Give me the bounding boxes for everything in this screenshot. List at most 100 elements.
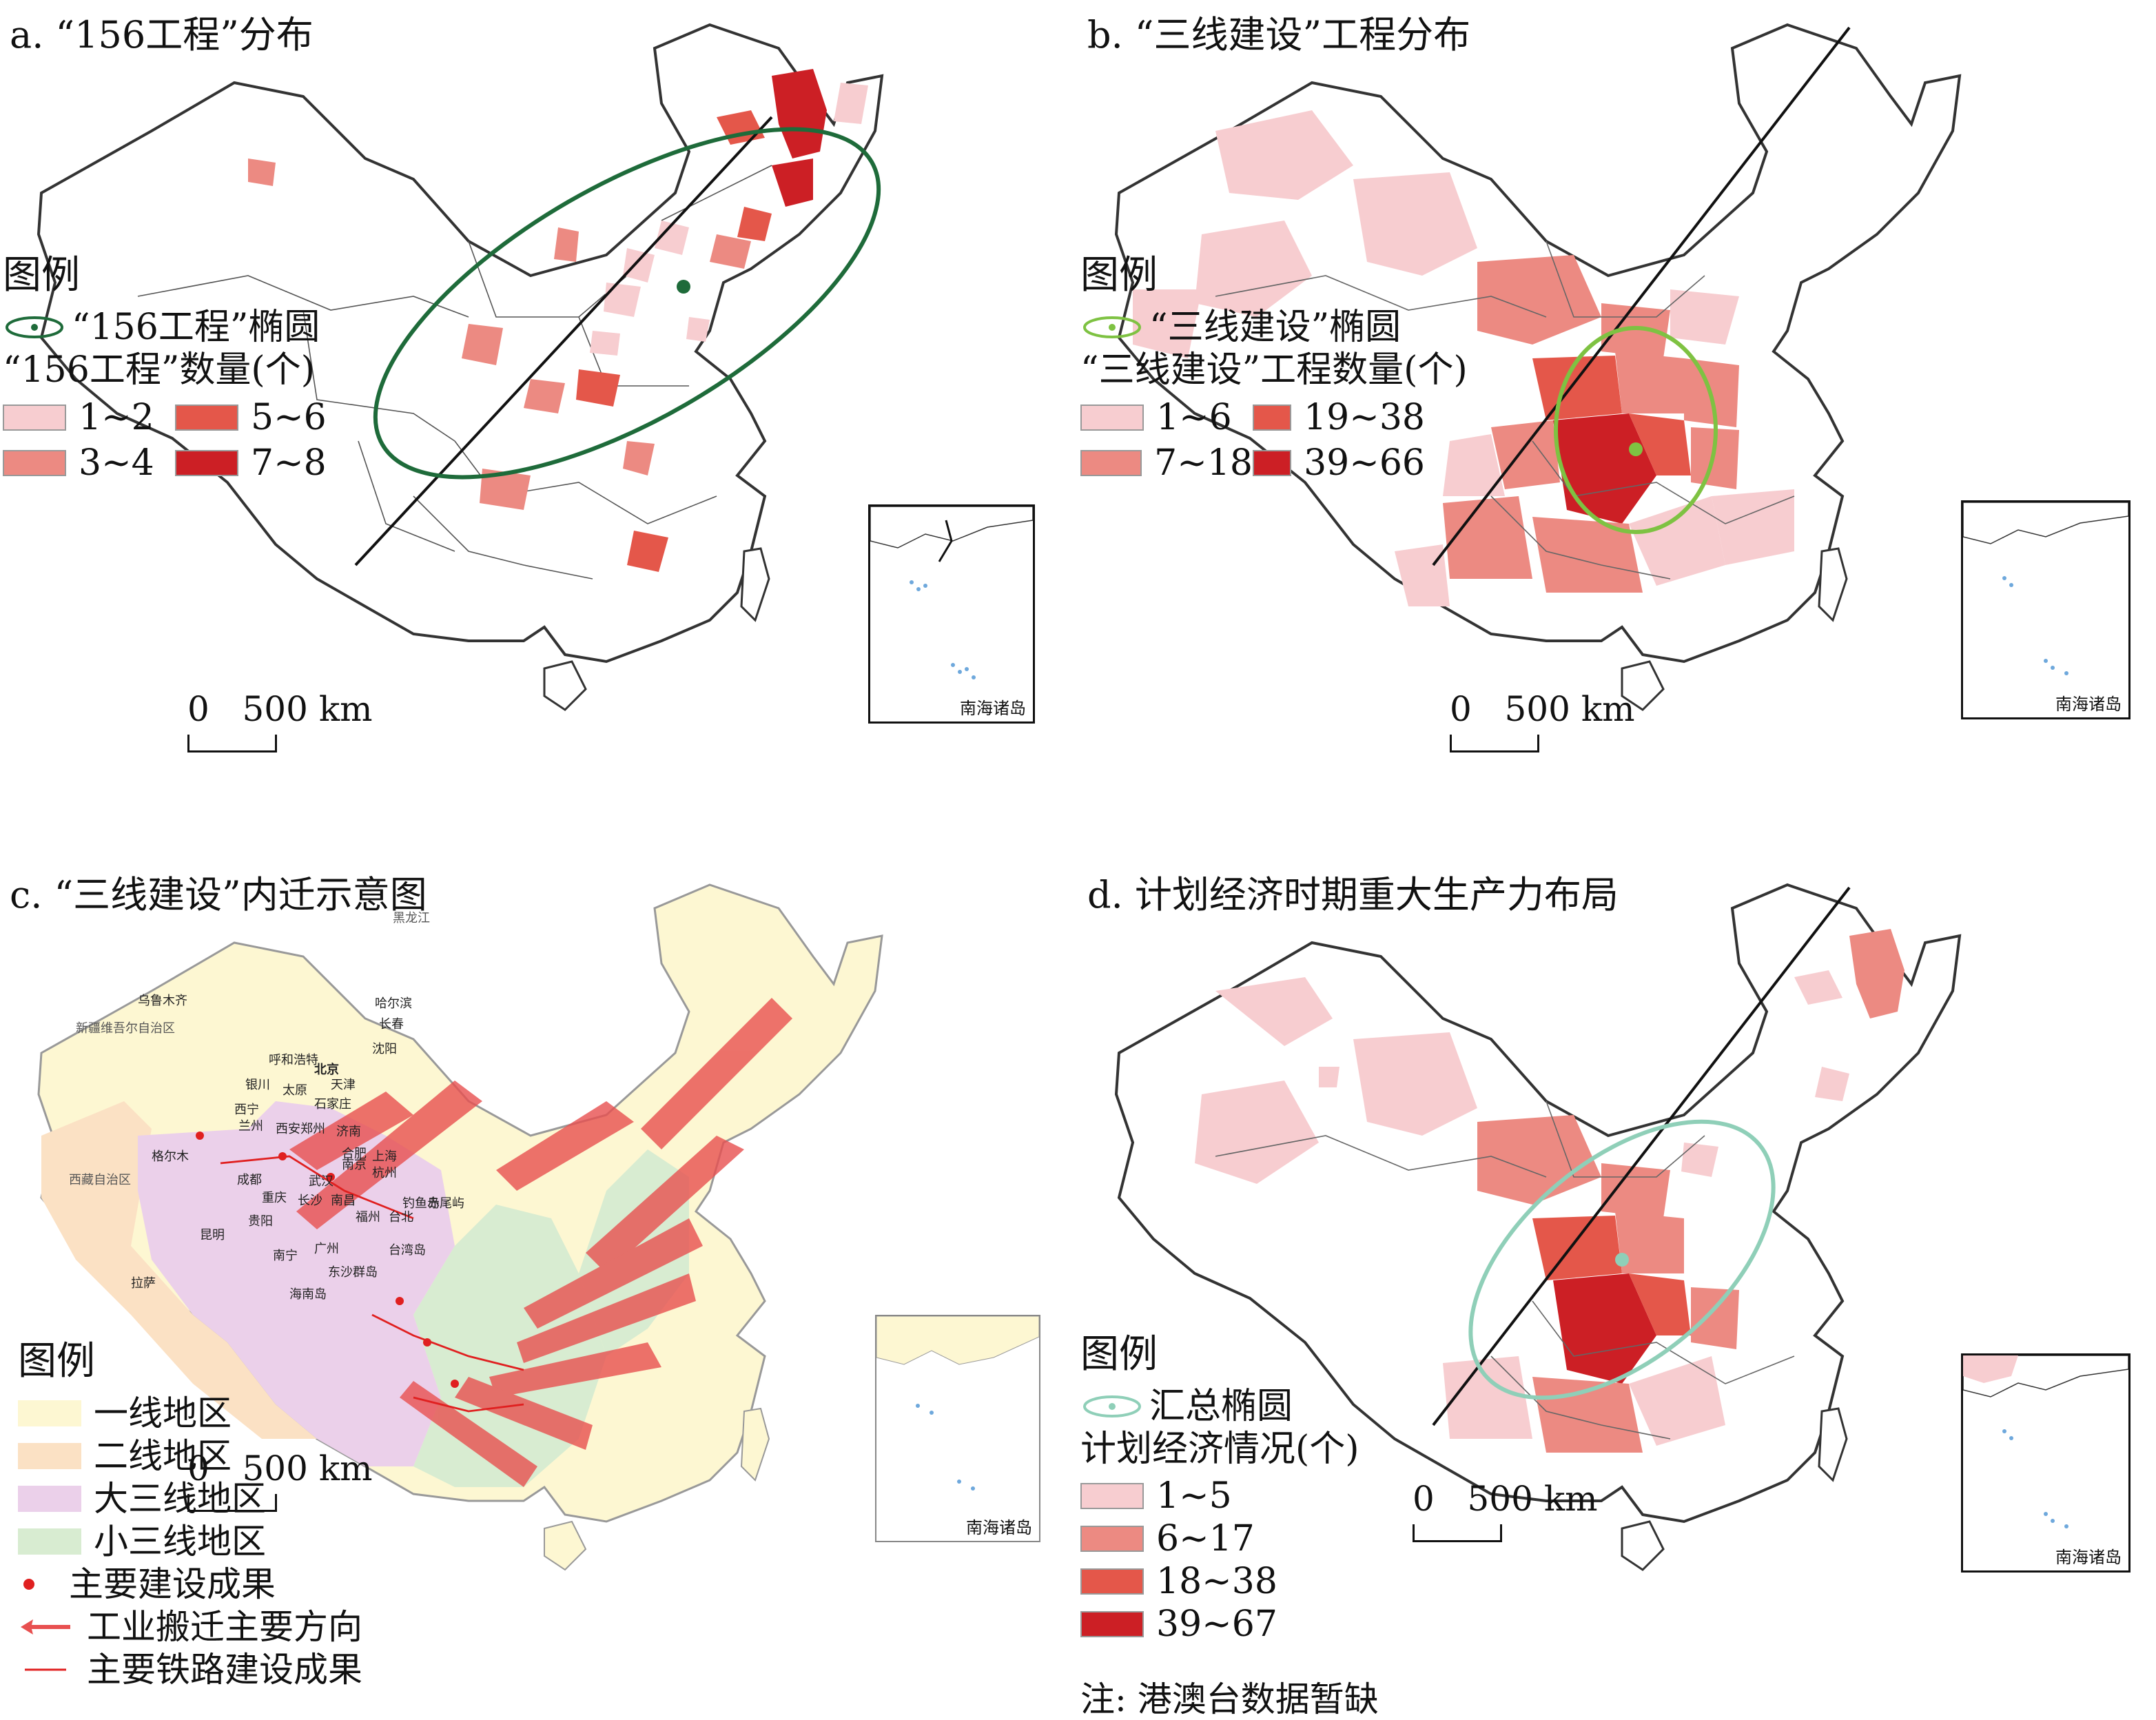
region-class-2 [1477,255,1601,345]
panel-b-title: b. “三线建设”工程分布 [1087,13,1471,57]
city-label: 广州 [314,1242,339,1256]
railways [220,1155,524,1413]
city-label: 郑州 [300,1122,325,1136]
legend-d-class: 6~17 [1080,1517,1359,1560]
city-label: 乌鲁木齐 [138,994,187,1008]
region-class-1 [1215,977,1333,1046]
legend-d-class: 39~67 [1080,1603,1359,1646]
panel-b: b. “三线建设”工程分布 图例 “三线建设”椭圆 “三线建设”工程数量(个) … [1078,0,2156,860]
legend-c-item: 二线地区 [3,1435,362,1477]
city-label: 昆明 [200,1228,225,1242]
legend-a-class: 3~4 [3,444,175,482]
ellipse-legend-icon [1083,1395,1141,1417]
region-class-1 [1353,172,1477,276]
city-label: 福州 [356,1210,380,1225]
scale-bar-c: 0 500 km [187,1448,373,1512]
legend-d-class: 1~5 [1080,1475,1359,1517]
city-label: 南昌 [331,1194,356,1208]
legend-d-ellipse-label: 汇总椭圆 [1149,1386,1293,1427]
region-class-2 [248,158,276,186]
region-class-2 [1691,427,1739,489]
city-label: 济南 [336,1125,361,1139]
city-label: 长沙 [298,1194,322,1208]
panel-a-title: a. “156工程”分布 [10,13,314,57]
region-class-2 [554,227,579,262]
ellipse-summary [1468,1119,1776,1400]
region-class-1 [1815,1067,1849,1101]
migration-arrow [400,1381,537,1487]
legend-c-item: 小三线地区 [3,1520,362,1563]
legend-a-ellipse: “156工程”椭圆 [3,306,347,349]
scale-bar-d: 0 500 km [1413,1479,1598,1542]
region-class-3 [1629,1273,1691,1335]
region-class-3 [1532,1216,1622,1280]
legend-b-count-title: “三线建设”工程数量(个) [1080,349,1468,391]
city-label: 兰州 [238,1119,263,1134]
map-a [37,23,883,711]
city-label: 成都 [237,1173,262,1187]
city-label: 赤尾屿 [427,1196,464,1211]
ellipse-legend-icon [1083,316,1141,338]
region-class-1 [1443,434,1505,496]
ellipse-center [677,280,690,294]
legend-b-ellipse-label: “三线建设”椭圆 [1149,307,1402,348]
city-label: 海南岛 [289,1287,327,1302]
region-class-1 [834,83,868,124]
region-class-1 [655,221,689,255]
map-c: 乌鲁木齐 拉萨 格尔木 呼和浩特 北京 天津 哈尔滨 长春 沈阳 太原 石家庄 … [37,883,883,1570]
region-class-1 [1712,489,1794,565]
legend-c-title: 图例 [18,1339,95,1384]
inset-b-label: 南海诸岛 [2055,695,2122,714]
scale-bar-a: 0 500 km [187,689,373,752]
migration-arrow [496,1101,634,1191]
city-label: 呼和浩特 [269,1053,318,1067]
inset-c-label: 南海诸岛 [966,1518,1032,1537]
city-label: 南宁 [273,1249,298,1263]
region-class-3 [737,207,772,241]
city-label: 西安 [276,1122,300,1136]
legend-a-classes: 1~2 5~6 3~4 7~8 [3,398,347,482]
legend-c-item: 一线地区 [3,1392,362,1435]
region-second-line [41,1101,317,1439]
region-class-4 [1553,413,1656,524]
region-class-3 [1532,356,1622,420]
panel-d-title: d. 计划经济时期重大生产力布局 [1087,873,1619,917]
legend-a: 图例 “156工程”椭圆 “156工程”数量(个) 1~2 5~6 3~4 7~… [3,256,347,482]
region-class-2 [1691,1287,1739,1349]
region-class-4 [772,69,827,158]
legend-b-class: 39~66 [1253,444,1425,482]
railway-line-icon [25,1668,66,1671]
region-class-2 [1477,1115,1601,1205]
legend-a-count-title: “156工程”数量(个) [3,349,315,391]
region-class-1 [1319,1067,1339,1087]
region-big-third-line [138,1101,455,1466]
region-class-1 [1195,221,1312,317]
legend-c-item: 工业搬迁主要方向 [3,1606,362,1648]
city-label: 天津 [331,1078,356,1092]
region-class-1 [686,317,710,342]
city-label: 西宁 [234,1103,259,1117]
arrow-left-icon [21,1619,70,1635]
region-class-1 [1215,110,1353,200]
legend-d-class: 18~38 [1080,1560,1359,1603]
city-label: 沈阳 [372,1042,397,1056]
migration-arrow [289,1092,413,1170]
city-label: 钓鱼岛 [402,1196,440,1211]
migration-arrows [289,998,792,1487]
inset-a: 南海诸岛 [868,504,1035,724]
inset-b: 南海诸岛 [1961,500,2131,719]
region-class-2 [1615,1211,1684,1273]
legend-a-title: 图例 [3,253,80,298]
region-class-2 [524,379,565,413]
city-label: 台北 [389,1210,413,1225]
region-class-4 [1553,1273,1656,1384]
region-class-1 [1629,1356,1725,1446]
city-label: 贵阳 [248,1214,273,1229]
ellipse-third-front [1554,326,1718,534]
city-label: 格尔木 [152,1149,189,1164]
legend-d: 图例 汇总椭圆 计划经济情况(个) 1~5 6~17 18~38 39~67 [1080,1335,1359,1646]
city-label: 杭州 [372,1166,397,1180]
region-label: 新疆维吾尔自治区 [76,1021,175,1036]
province-borders [1215,1100,1795,1440]
city-label: 石家庄 [314,1097,351,1112]
